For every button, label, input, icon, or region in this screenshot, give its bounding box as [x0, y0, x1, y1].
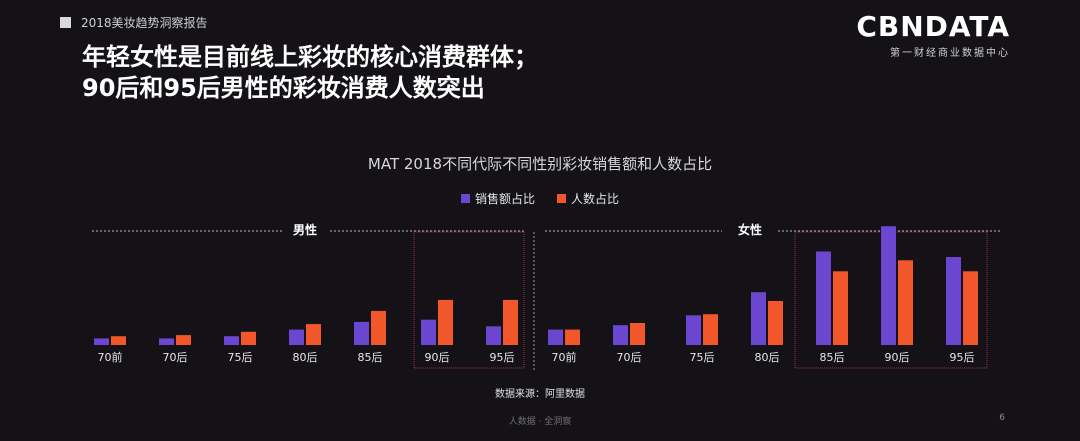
data-source: 数据来源：阿里数据 [495, 389, 585, 400]
bar-people [565, 329, 580, 345]
section-title-male: 男性 [293, 222, 317, 237]
report-tag-label: 2018美妆趋势洞察报告 [81, 16, 208, 30]
square-icon [60, 17, 71, 28]
page-title: 年轻女性是目前线上彩妆的核心消费群体； 90后和95后男性的彩妆消费人数突出 [82, 42, 538, 104]
bar-sales [946, 257, 961, 345]
bar-people [503, 299, 518, 345]
x-tick-label: 80后 [293, 351, 318, 364]
bar-sales [816, 251, 831, 345]
title-line-1: 年轻女性是目前线上彩妆的核心消费群体； [82, 43, 538, 71]
legend-label-sales: 销售额占比 [474, 192, 535, 206]
bar-sales [486, 326, 501, 345]
x-tick-label: 70前 [552, 350, 577, 364]
bar-people [833, 271, 848, 345]
bar-sales [159, 338, 174, 345]
bar-people [703, 314, 718, 345]
x-tick-label: 70后 [617, 351, 642, 364]
chart-title: MAT 2018不同代际不同性别彩妆销售额和人数占比 [367, 155, 713, 173]
bar-sales [751, 292, 766, 345]
bar-people [630, 323, 645, 345]
brand: CBNDATA 第一财经商业数据中心 [856, 10, 1010, 60]
legend-swatch-people [557, 194, 566, 203]
legend-item-people: 人数占比 [557, 190, 619, 207]
x-tick-label: 70后 [163, 351, 188, 364]
bar-people [768, 301, 783, 345]
bar-sales [613, 325, 628, 345]
x-tick-label: 80后 [755, 351, 780, 364]
bar-people [111, 336, 126, 345]
bar-sales [548, 329, 563, 345]
footer-text: 人数据 · 全洞察 [508, 417, 572, 427]
x-tick-label: 95后 [950, 351, 975, 364]
chart-legend: 销售额占比 人数占比 [0, 190, 1080, 207]
bar-people [963, 271, 978, 345]
highlight-box-male [413, 231, 525, 369]
bar-sales [94, 338, 109, 345]
bar-people [898, 260, 913, 345]
title-line-2: 90后和95后男性的彩妆消费人数突出 [82, 74, 485, 102]
bar-sales [289, 329, 304, 345]
x-tick-label: 85后 [820, 351, 845, 364]
brand-logo: CBNDATA [856, 10, 1010, 43]
legend-label-people: 人数占比 [571, 192, 620, 206]
bar-people [241, 331, 256, 345]
x-tick-label: 75后 [228, 351, 253, 364]
x-tick-label: 75后 [690, 351, 715, 364]
bar-sales [354, 321, 369, 345]
bar-sales [224, 336, 239, 345]
bar-sales [881, 226, 896, 345]
x-tick-label: 95后 [490, 351, 515, 364]
x-tick-label: 70前 [98, 350, 123, 364]
bar-sales [686, 315, 701, 345]
legend-item-sales: 销售额占比 [460, 190, 535, 207]
section-title-female: 女性 [738, 222, 762, 237]
page-number: 6 [999, 413, 1005, 423]
bar-people [371, 310, 386, 345]
bar-people [176, 335, 191, 345]
bar-people [438, 299, 453, 345]
x-tick-label: 90后 [885, 351, 910, 364]
bar-people [306, 324, 321, 345]
report-tag: 2018美妆趋势洞察报告 [60, 14, 208, 31]
brand-subtitle: 第一财经商业数据中心 [890, 48, 1010, 59]
bar-sales [421, 319, 436, 345]
x-tick-label: 85后 [358, 351, 383, 364]
legend-swatch-sales [460, 194, 470, 203]
x-tick-label: 90后 [425, 351, 450, 364]
